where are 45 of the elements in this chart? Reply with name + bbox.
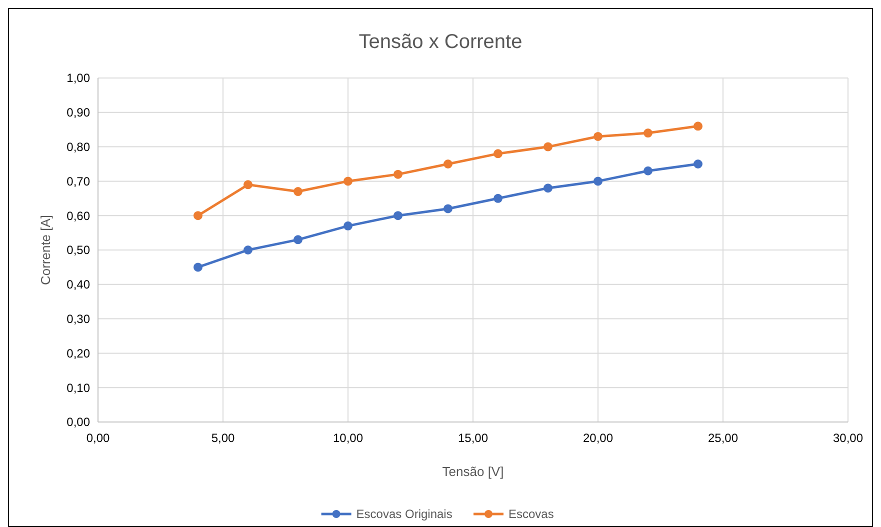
legend-label: Escovas (508, 507, 554, 522)
legend-label: Escovas Originais (356, 507, 452, 522)
point (244, 180, 252, 190)
y-axis-title: Corrente [A] (38, 214, 53, 286)
y-tick-label: 0,30 (66, 312, 90, 326)
y-tick-label: 0,50 (66, 243, 90, 258)
point (194, 211, 202, 220)
x-tick-label: 0,00 (86, 431, 110, 445)
point (544, 142, 552, 152)
y-tick-label: 1,00 (66, 71, 90, 86)
x-axis-title: Tensão [V] (442, 464, 504, 479)
point (494, 149, 502, 158)
chart-title: Tensão x Corrente (358, 31, 522, 53)
point (344, 176, 352, 186)
y-tick-label: 0,90 (66, 106, 90, 120)
point (394, 170, 402, 179)
point (344, 221, 352, 230)
x-tick-label: 15,00 (458, 431, 488, 445)
y-tick-label: 0,80 (66, 140, 90, 154)
point (644, 128, 652, 138)
point (494, 194, 502, 203)
x-tick-label: 20,00 (582, 431, 614, 445)
point (194, 262, 202, 272)
point (394, 211, 402, 220)
y-tick-label: 0,10 (66, 380, 90, 395)
y-tick-label: 0,00 (66, 415, 90, 430)
point (544, 184, 552, 193)
y-tick-label: 0,20 (66, 346, 90, 360)
point (644, 166, 652, 176)
y-tick-label: 0,60 (66, 208, 90, 223)
point (294, 187, 302, 196)
y-tick-label: 0,70 (66, 174, 90, 188)
x-tick-label: 5,00 (211, 431, 235, 445)
point (444, 160, 452, 168)
point (244, 246, 252, 254)
point (694, 122, 702, 131)
y-tick-label: 0,40 (66, 278, 90, 292)
x-tick-label: 25,00 (708, 431, 738, 445)
point (294, 235, 302, 244)
point (594, 132, 602, 141)
x-tick-label: 30,00 (832, 431, 864, 445)
x-tick-label: 10,00 (332, 431, 364, 445)
point (594, 176, 602, 186)
point (694, 160, 702, 168)
point (444, 204, 452, 214)
